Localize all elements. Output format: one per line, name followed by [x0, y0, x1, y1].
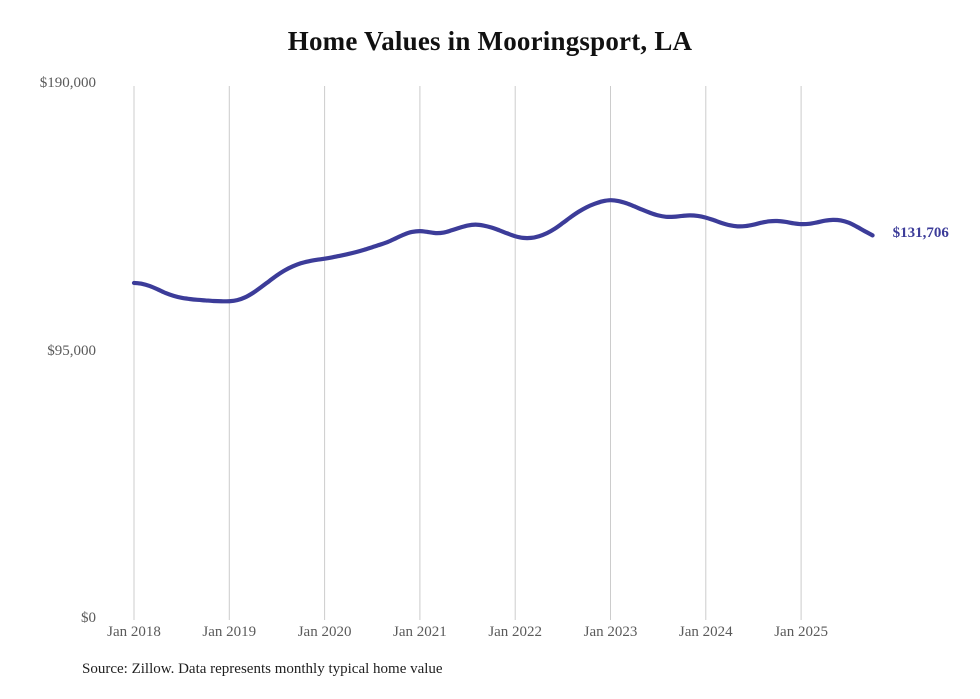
x-tick-label-4: Jan 2022 [488, 624, 543, 640]
x-tick-label-0: Jan 2018 [107, 624, 161, 640]
x-tick-label-2: Jan 2020 [297, 624, 352, 640]
source-note: Source: Zillow. Data represents monthly … [82, 661, 443, 677]
x-gridlines [133, 86, 802, 620]
end-value-label: $131,706 [892, 225, 949, 242]
page-title: Home Values in Mooringsport, LA [287, 26, 693, 56]
y-tick-label-1: $95,000 [47, 342, 96, 359]
x-tick-label-7: Jan 2025 [774, 624, 828, 640]
y-tick-label-2: $0 [81, 610, 96, 626]
series-line-0 [131, 198, 875, 304]
x-tick-label-3: Jan 2021 [393, 624, 447, 640]
x-tick-label-5: Jan 2023 [583, 624, 638, 640]
y-tick-label-0: $190,000 [39, 75, 96, 91]
series-lines [131, 198, 875, 304]
x-tick-label-1: Jan 2019 [202, 624, 257, 640]
x-tick-label-6: Jan 2024 [678, 624, 733, 640]
